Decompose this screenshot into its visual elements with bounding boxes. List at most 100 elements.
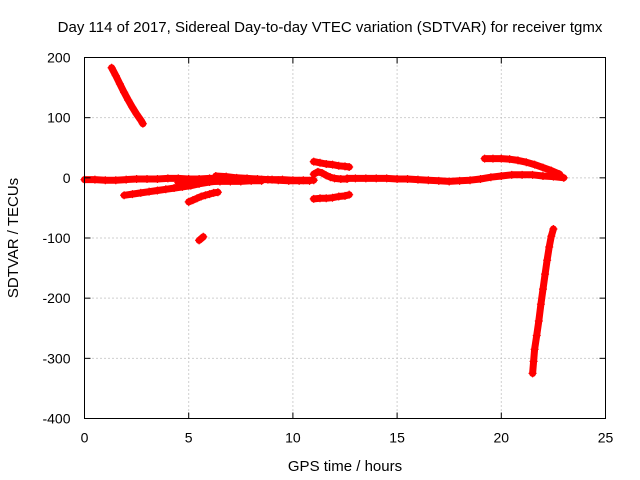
data-point [132, 175, 141, 184]
data-point [559, 173, 568, 182]
data-point [201, 191, 210, 200]
data-point [90, 175, 99, 184]
data-point [351, 174, 360, 183]
data-point [538, 172, 547, 181]
data-point [205, 190, 214, 199]
x-tick-label: 20 [494, 430, 510, 446]
data-point [128, 103, 137, 112]
x-tick-label: 5 [185, 430, 193, 446]
data-series [309, 167, 352, 184]
grid [84, 57, 606, 419]
data-point [115, 79, 124, 88]
x-tick-label: 15 [389, 430, 405, 446]
data-point [434, 176, 443, 185]
y-tick-label: 0 [63, 170, 71, 186]
data-point [328, 160, 337, 169]
data-point [188, 196, 197, 205]
data-point [136, 188, 145, 197]
data-point [382, 174, 391, 183]
data-point [174, 178, 183, 187]
data-point [138, 119, 147, 128]
data-point [213, 188, 222, 197]
y-tick-label: 200 [47, 50, 71, 66]
data-point [532, 331, 541, 340]
data-point [497, 172, 506, 181]
data-point [341, 191, 349, 200]
data-point [522, 158, 531, 167]
data-point [322, 194, 331, 203]
data-point [274, 176, 283, 185]
data-point [341, 162, 349, 171]
data-point [343, 174, 352, 183]
data-point [170, 184, 179, 193]
data-point [295, 176, 304, 185]
data-point [403, 175, 412, 184]
data-point [305, 176, 314, 185]
x-tick-label: 0 [81, 430, 89, 446]
data-point [322, 159, 331, 168]
chart-title: Day 114 of 2017, Sidereal Day-to-day VTE… [58, 19, 603, 36]
data-point [111, 71, 120, 80]
data-point [486, 173, 495, 182]
data-point [184, 197, 193, 206]
data-point [145, 187, 154, 196]
data-point [538, 285, 547, 294]
data-point [215, 177, 224, 186]
data-series [343, 170, 568, 186]
axis-ticks: 0 5 10 15 20 25 -400 -300 -200 -100 0 100 200 [42, 50, 613, 446]
data-point [497, 154, 506, 163]
data-point [120, 88, 129, 97]
data-point [345, 190, 354, 199]
data-point [466, 176, 475, 185]
data-point [195, 178, 204, 187]
x-tick-label: 10 [285, 430, 301, 446]
data-point [530, 345, 539, 354]
data-series [309, 157, 354, 172]
y-tick-label: -400 [42, 411, 70, 427]
x-axis-title: GPS time / hours [288, 458, 402, 475]
data-point [247, 176, 256, 185]
data-point [309, 170, 318, 179]
data-series [195, 232, 208, 245]
y-axis-title: SDTVAR / TECUs [5, 178, 22, 298]
data-series [107, 63, 147, 128]
data-point [424, 176, 433, 185]
data-point [528, 369, 537, 378]
data-point [543, 256, 552, 265]
data-point [263, 175, 272, 184]
data-point [372, 174, 381, 183]
data-point [547, 232, 556, 241]
data-point [445, 177, 454, 186]
data-point [536, 300, 545, 309]
data-point [163, 174, 172, 183]
series-trace [481, 155, 564, 178]
y-tick-label: -300 [42, 350, 70, 366]
data-point [153, 186, 162, 195]
x-tick-label: 25 [598, 430, 614, 446]
data-point [334, 192, 343, 201]
data-point [284, 176, 293, 185]
data-point [132, 110, 141, 119]
data-point [413, 175, 422, 184]
data-point [545, 243, 554, 252]
data-point [393, 175, 402, 184]
data-point [128, 190, 137, 199]
data-point [209, 188, 218, 197]
data-point [549, 224, 558, 233]
series-trace [343, 171, 568, 185]
y-tick-label: -200 [42, 290, 70, 306]
data-point [326, 173, 335, 182]
series-trace [529, 225, 557, 377]
data-point [111, 176, 120, 185]
data-point [345, 163, 354, 172]
y-tick-label: 100 [47, 110, 71, 126]
data-point [199, 232, 208, 241]
data-point [309, 194, 318, 203]
data-series [309, 190, 354, 203]
data-point [205, 177, 214, 186]
data-point [143, 175, 152, 184]
data-series [184, 188, 222, 206]
data-point [161, 185, 170, 194]
data-point [334, 161, 343, 170]
data-point [547, 166, 556, 175]
